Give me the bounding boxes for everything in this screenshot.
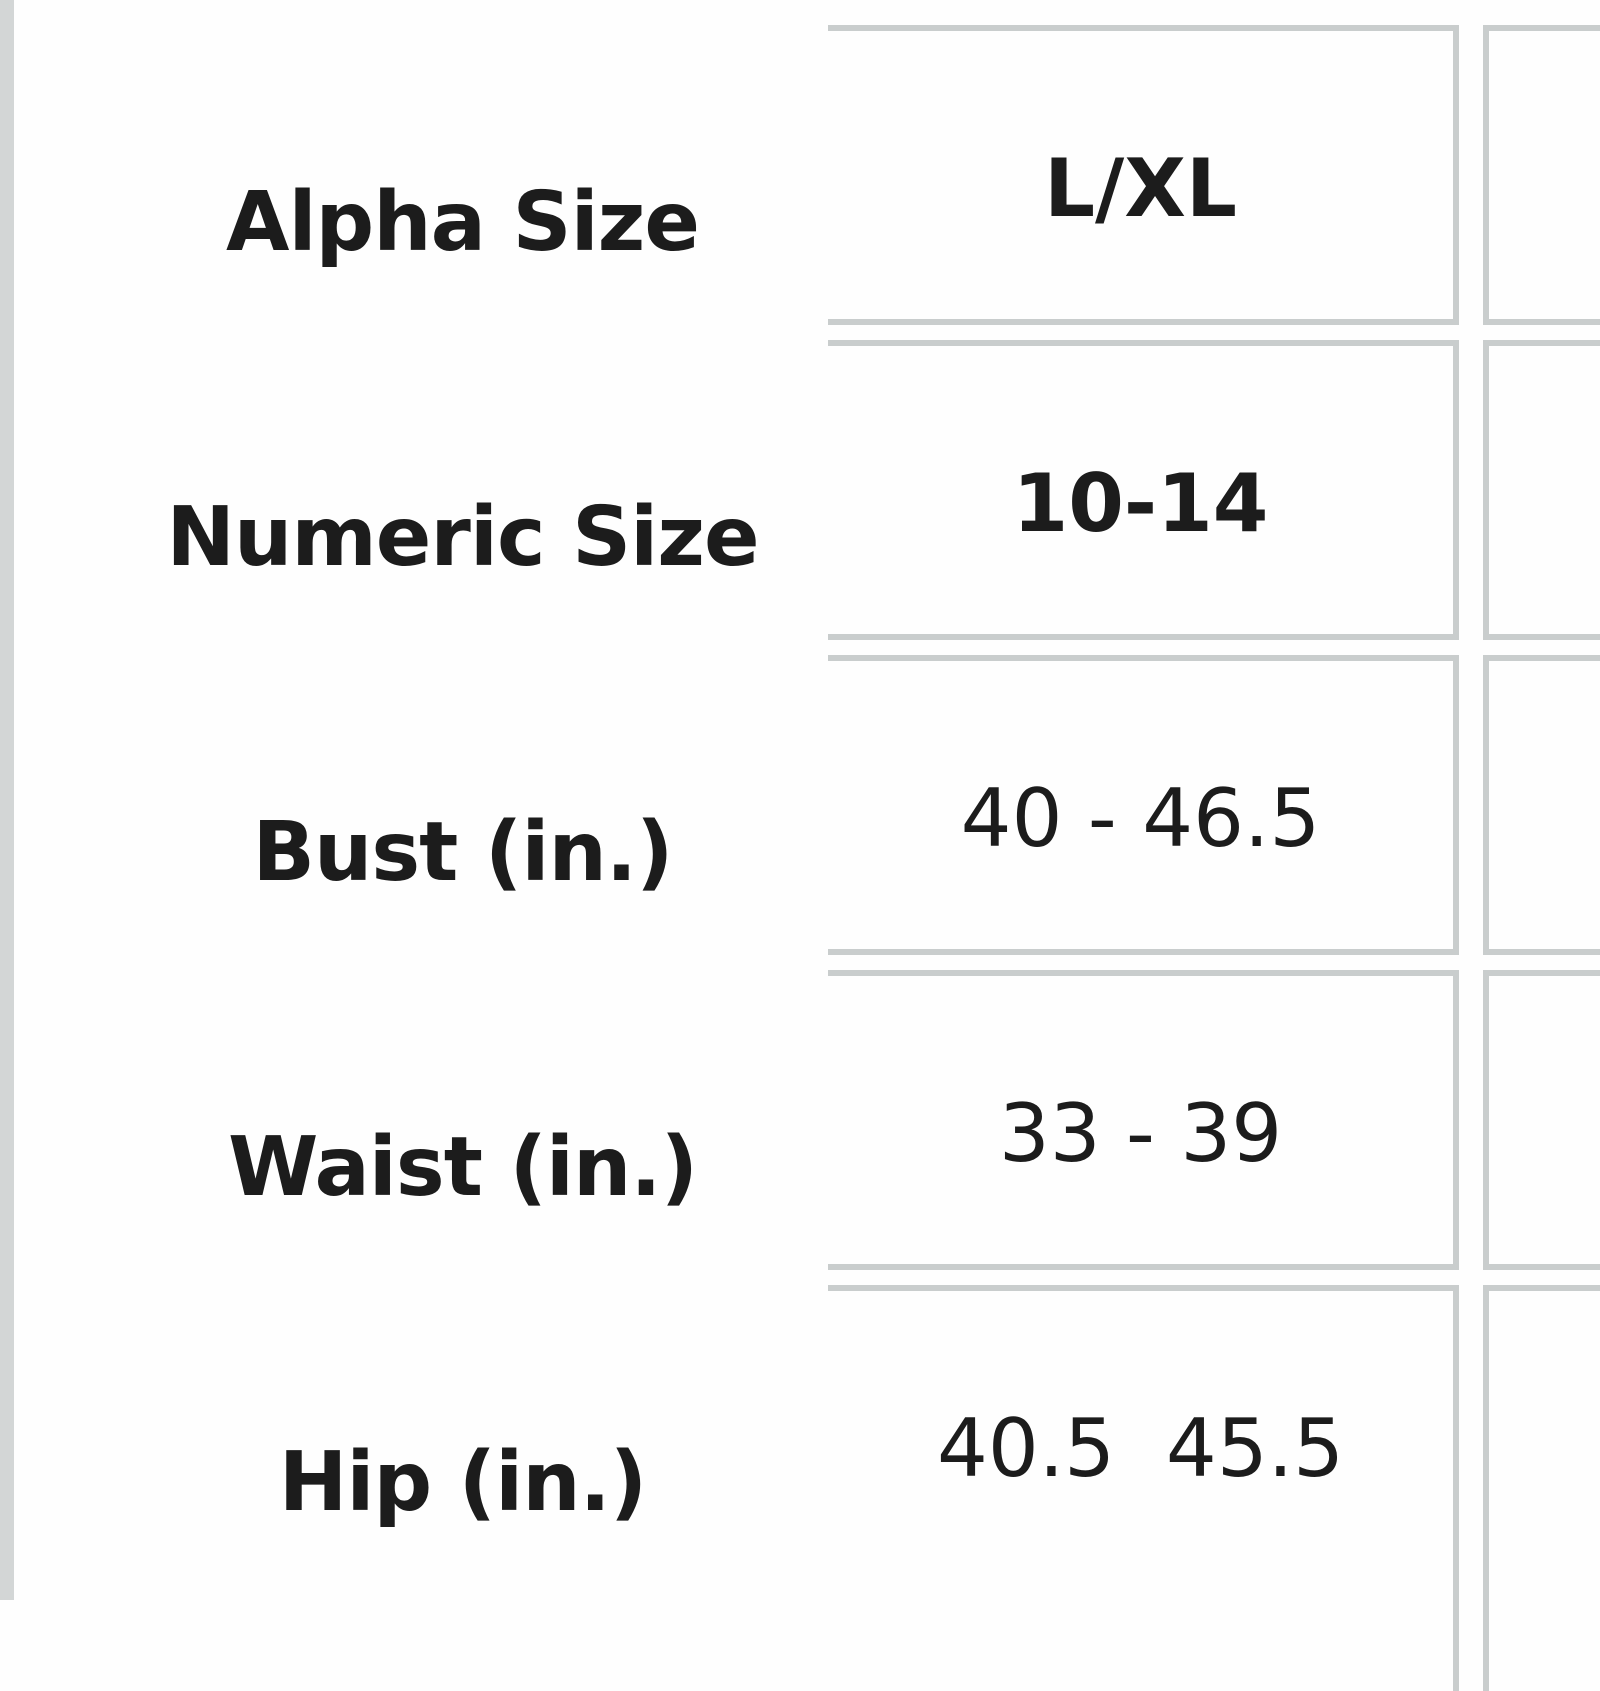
cell-value: 10-14	[1012, 457, 1269, 550]
cell-value: 40 - 46.5	[960, 772, 1321, 865]
left-border	[0, 0, 14, 1600]
size-row-hip: Hip (in.) 40.5 45.5	[0, 1285, 1600, 1691]
size-row-bust: Bust (in.) 40 - 46.5	[0, 655, 1600, 970]
cell-value: 40.5 45.5	[936, 1402, 1345, 1495]
cell-value: 33 - 39	[998, 1087, 1283, 1180]
row-label: Alpha Size	[225, 175, 700, 270]
next-size-cell	[1483, 25, 1600, 325]
size-cell: 40.5 45.5	[828, 1285, 1459, 1691]
cell-value: L/XL	[1044, 142, 1237, 235]
row-label: Hip (in.)	[278, 1435, 648, 1530]
row-label: Waist (in.)	[227, 1120, 698, 1215]
row-label: Bust (in.)	[252, 805, 673, 900]
row-label: Numeric Size	[166, 490, 759, 585]
next-size-cell	[1483, 340, 1600, 640]
size-cell: 33 - 39	[828, 970, 1459, 1270]
next-size-cell	[1483, 970, 1600, 1270]
size-row-waist: Waist (in.) 33 - 39	[0, 970, 1600, 1285]
size-row-alpha: Alpha Size L/XL	[0, 25, 1600, 340]
size-row-numeric: Numeric Size 10-14	[0, 340, 1600, 655]
size-cell: 10-14	[828, 340, 1459, 640]
next-size-cell	[1483, 655, 1600, 955]
size-cell: L/XL	[828, 25, 1459, 325]
next-size-cell	[1483, 1285, 1600, 1691]
size-cell: 40 - 46.5	[828, 655, 1459, 955]
